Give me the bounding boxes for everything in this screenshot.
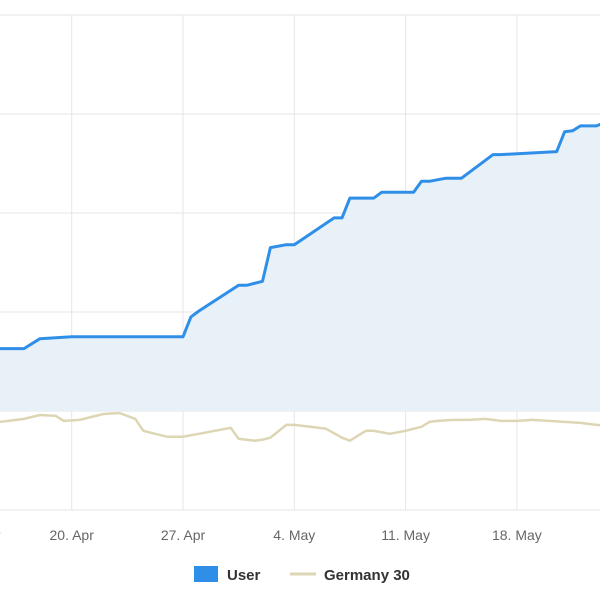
series-line-user[interactable]: [0, 122, 600, 351]
legend-swatch-user[interactable]: [194, 566, 218, 582]
area-layer: [0, 124, 600, 411]
x-axis: pr 20. Apr 27. Apr 4. May 11. May 18. May: [0, 527, 542, 543]
x-tick-label: pr: [0, 527, 1, 543]
legend: User Germany 30: [194, 566, 410, 584]
series-area-user: [0, 124, 600, 411]
x-tick-label: 18. May: [492, 527, 542, 543]
x-tick-label: 20. Apr: [50, 527, 95, 543]
x-tick-label: 11. May: [381, 527, 430, 543]
x-tick-label: 27. Apr: [161, 527, 206, 543]
legend-label-germany-30[interactable]: Germany 30: [324, 567, 410, 584]
line-layer: [0, 122, 600, 442]
series-line-germany-30[interactable]: [0, 406, 600, 442]
legend-label-user[interactable]: User: [227, 567, 261, 584]
x-tick-label: 4. May: [273, 527, 315, 543]
